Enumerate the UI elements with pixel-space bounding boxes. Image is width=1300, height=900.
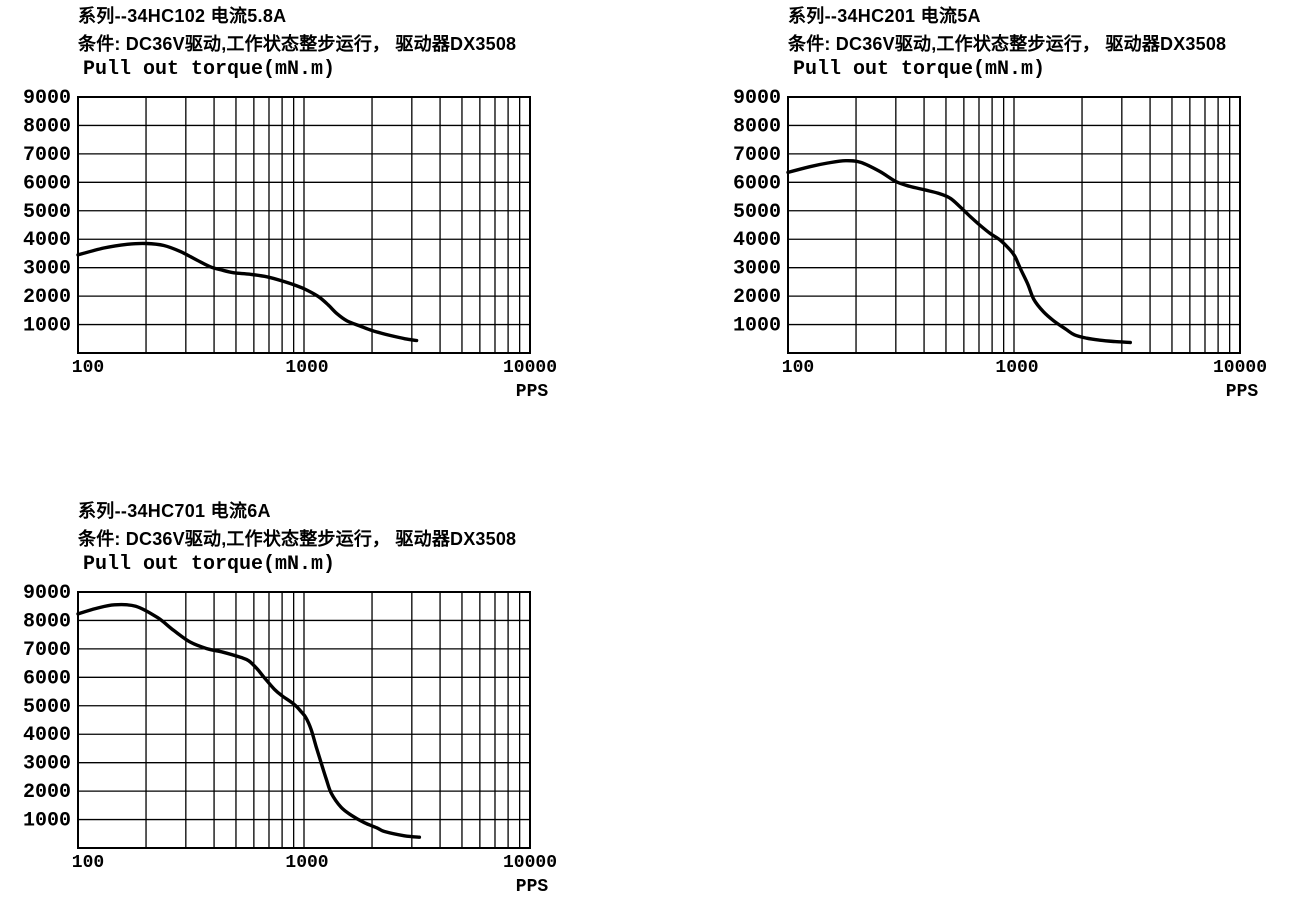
y-tick-label: 1000: [733, 315, 781, 338]
y-tick-label: 9000: [23, 87, 71, 110]
chart-title: Pull out torque(mN.m): [83, 58, 336, 81]
x-tick-label: 10000: [503, 853, 557, 873]
x-tick-label: 10000: [503, 358, 557, 378]
torque-curve: [76, 241, 419, 343]
plot-frame: [787, 96, 1241, 354]
y-tick-label: 3000: [23, 753, 71, 776]
x-tick-label: 100: [72, 853, 104, 873]
y-tick-label: 8000: [23, 610, 71, 633]
y-tick-label: 1000: [23, 315, 71, 338]
y-tick-label: 3000: [23, 258, 71, 281]
chart-series-label: 系列--34HC201 电流5A: [788, 6, 981, 26]
x-tick-label: 100: [782, 358, 814, 378]
chart-series-label: 系列--34HC102 电流5.8A: [78, 6, 287, 26]
x-tick-label: 10000: [1213, 358, 1267, 378]
y-tick-label: 7000: [733, 144, 781, 167]
y-tick-label: 4000: [733, 229, 781, 252]
x-tick-label: 1000: [285, 358, 328, 378]
y-tick-label: 1000: [23, 810, 71, 833]
y-tick-label: 8000: [733, 115, 781, 138]
y-tick-label: 5000: [23, 696, 71, 719]
plot-frame: [77, 96, 531, 354]
chart-block-34HC201: 9000 8000 7000 6000 5000 4000 3000 2000 1000 100 1…: [710, 0, 1290, 405]
y-tick-label: 2000: [733, 286, 781, 309]
chart-condition-label: 条件: DC36V驱动,工作状态整步运行， 驱动器DX3508: [78, 34, 517, 54]
chart-block-34HC102: 9000 8000 7000 6000 5000 4000 3000 2000 1000 100 1…: [0, 0, 580, 405]
y-tick-label: 2000: [23, 781, 71, 804]
chart-series-label: 系列--34HC701 电流6A: [78, 501, 271, 521]
chart-condition-label: 条件: DC36V驱动,工作状态整步运行， 驱动器DX3508: [788, 34, 1227, 54]
y-tick-label: 6000: [733, 172, 781, 195]
y-tick-label: 3000: [733, 258, 781, 281]
x-unit-label: PPS: [516, 382, 549, 402]
x-tick-label: 1000: [995, 358, 1038, 378]
y-tick-label: 5000: [733, 201, 781, 224]
x-tick-label: 1000: [285, 853, 328, 873]
y-tick-label: 2000: [23, 286, 71, 309]
y-tick-label: 7000: [23, 144, 71, 167]
plot-frame: [77, 591, 531, 849]
y-tick-label: 7000: [23, 639, 71, 662]
x-tick-label: 100: [72, 358, 104, 378]
chart-title: Pull out torque(mN.m): [83, 553, 336, 576]
chart-condition-label: 条件: DC36V驱动,工作状态整步运行， 驱动器DX3508: [78, 529, 517, 549]
y-tick-label: 5000: [23, 201, 71, 224]
chart-block-34HC701: 9000 8000 7000 6000 5000 4000 3000 2000 1000 100 1…: [0, 495, 580, 900]
y-tick-label: 4000: [23, 229, 71, 252]
torque-curve: [786, 158, 1132, 345]
y-tick-label: 9000: [733, 87, 781, 110]
x-unit-label: PPS: [1226, 382, 1259, 402]
y-tick-label: 9000: [23, 582, 71, 605]
y-tick-label: 6000: [23, 172, 71, 195]
x-unit-label: PPS: [516, 877, 549, 897]
y-tick-label: 4000: [23, 724, 71, 747]
torque-curve: [76, 602, 422, 839]
y-tick-label: 8000: [23, 115, 71, 138]
chart-title: Pull out torque(mN.m): [793, 58, 1046, 81]
y-tick-label: 6000: [23, 667, 71, 690]
